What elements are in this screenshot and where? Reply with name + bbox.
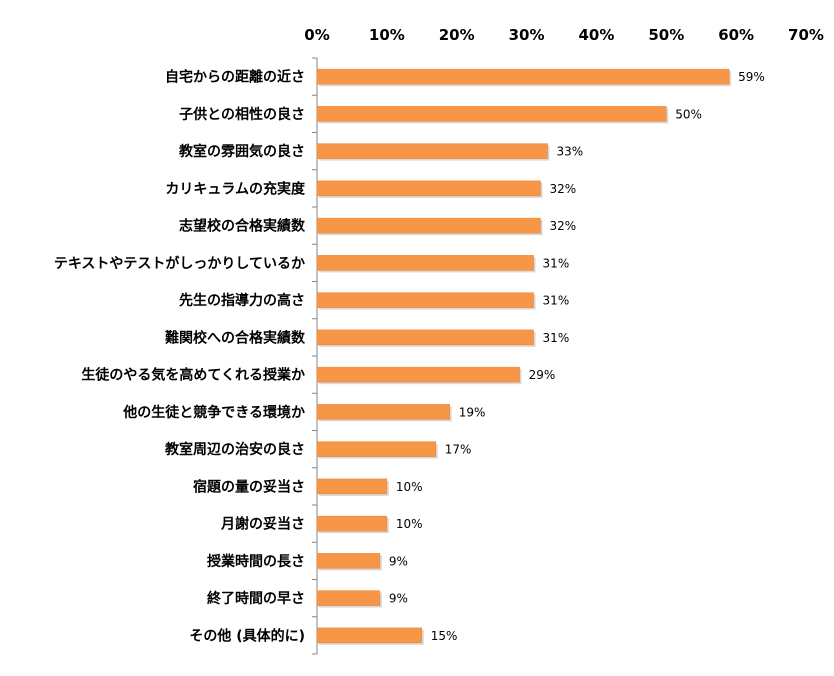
x-tick-label: 0% — [304, 26, 329, 44]
data-label: 31% — [543, 331, 570, 345]
bar — [316, 106, 667, 122]
axis-layer — [312, 57, 318, 655]
data-label: 50% — [675, 107, 702, 121]
data-label: 31% — [543, 256, 570, 270]
bar — [316, 217, 541, 234]
data-label: 17% — [445, 443, 472, 457]
x-tick-label: 50% — [648, 26, 684, 44]
category-label: 難関校への合格実績数 — [165, 329, 306, 346]
category-label: 教室周辺の治安の良さ — [165, 441, 305, 458]
data-label: 29% — [529, 368, 556, 382]
bar — [316, 553, 381, 569]
category-label: テキストやテストがしっかりしているか — [54, 255, 305, 272]
bar — [316, 627, 423, 644]
bar — [316, 292, 534, 308]
data-label: 10% — [396, 517, 423, 531]
bar — [316, 515, 388, 532]
category-label: 授業時間の長さ — [207, 553, 305, 570]
category-label: 終了時間の早さ — [207, 590, 305, 607]
bar-layer — [316, 68, 732, 645]
bar — [316, 329, 534, 346]
data-label: 31% — [543, 294, 570, 308]
data-label: 19% — [459, 405, 486, 419]
x-tick-label: 20% — [439, 26, 475, 44]
category-label: 志望校の合格実績数 — [179, 218, 306, 235]
bar — [316, 68, 730, 85]
x-tick-label: 60% — [718, 26, 754, 44]
data-label: 15% — [431, 629, 458, 643]
category-label: 自宅からの距離の近さ — [165, 69, 305, 86]
data-label-layer: 59% 50% 33% 32% 32% 31% 31% 31% 29% 19% 17% 10% 10% 9… — [389, 70, 765, 643]
data-label: 32% — [550, 182, 577, 196]
data-label: 10% — [396, 480, 423, 494]
bar — [316, 366, 520, 383]
bar — [316, 441, 437, 457]
category-label: 月謝の妥当さ — [220, 516, 305, 533]
x-tick-label: 70% — [788, 26, 824, 44]
data-label: 33% — [557, 145, 584, 159]
category-label: 教室の雰囲気の良さ — [179, 143, 305, 160]
data-label: 9% — [389, 554, 408, 568]
data-label: 59% — [738, 70, 765, 84]
bar — [316, 590, 381, 606]
bar — [316, 255, 534, 271]
category-label: 他の生徒と競争できる環境か — [122, 404, 305, 421]
data-label: 9% — [389, 592, 408, 606]
bar — [316, 478, 388, 495]
tick-label-layer: 0% 10% 20% 30% 40% 50% 60% 70% — [304, 26, 824, 44]
category-label: その他 (具体的に) — [189, 627, 305, 644]
bar — [316, 180, 541, 197]
category-label: カリキュラムの充実度 — [165, 180, 306, 197]
data-label: 32% — [550, 219, 577, 233]
x-tick-label: 30% — [509, 26, 545, 44]
category-label: 生徒のやる気を高めてくれる授業か — [81, 367, 305, 384]
category-label: 先生の指導力の高さ — [179, 292, 305, 309]
x-tick-label: 40% — [578, 26, 614, 44]
category-label-layer: 自宅からの距離の近さ子供との相性の良さ教室の雰囲気の良さカリキュラムの充実度志望… — [54, 69, 306, 645]
bar — [316, 143, 548, 159]
x-tick-label: 10% — [369, 26, 405, 44]
category-label: 子供との相性の良さ — [179, 106, 305, 123]
bar — [316, 404, 450, 420]
category-label: 宿題の量の妥当さ — [193, 478, 305, 495]
